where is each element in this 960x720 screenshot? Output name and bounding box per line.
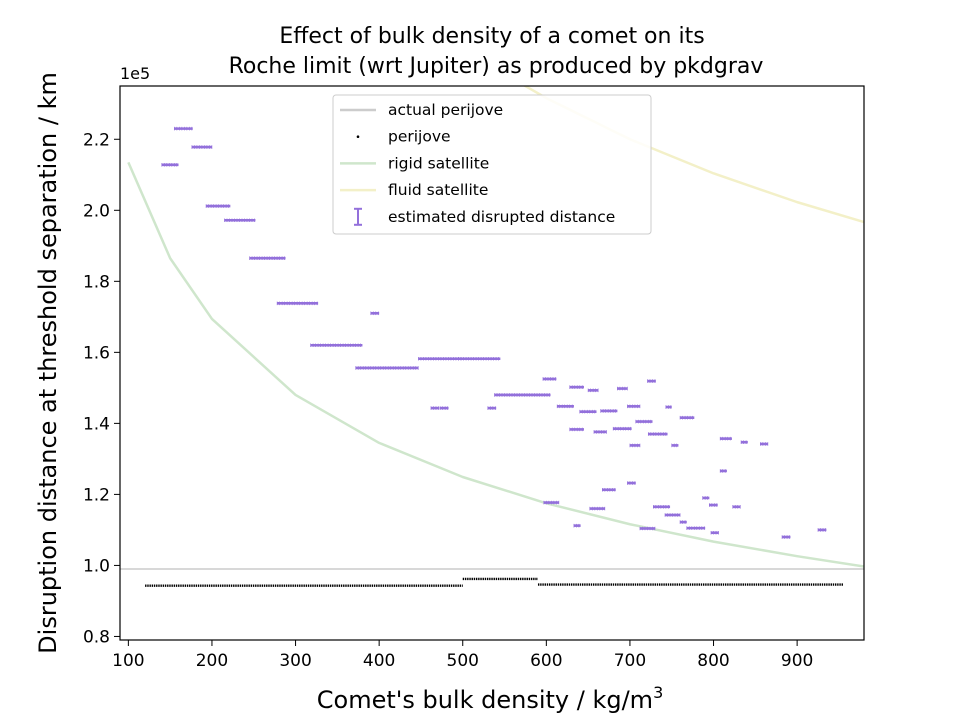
legend: actual perijove perijove rigid satellite fl… <box>332 94 652 235</box>
estimated-disrupted-distance-bar <box>439 406 449 410</box>
chart-title-line-1: Effect of bulk density of a comet on its <box>279 24 704 49</box>
estimated-disrupted-distance-bar <box>635 419 653 424</box>
x-tick-label: 600 <box>530 651 562 671</box>
estimated-disrupted-distance-bar <box>191 145 213 149</box>
x-axis-label-text: Comet's bulk density / kg/m <box>317 686 653 714</box>
estimated-disrupted-distance-bar <box>487 406 497 410</box>
estimated-disrupted-distance-bar <box>652 505 671 509</box>
estimated-disrupted-distance-bar <box>679 415 695 420</box>
x-axis-label: Comet's bulk density / kg/m3 <box>317 683 664 714</box>
estimated-disrupted-distance-bar <box>579 409 597 414</box>
estimated-disrupted-distance-bar <box>543 500 560 505</box>
estimated-disrupted-distance-bar <box>458 356 501 361</box>
chart-title-line-2: Roche limit (wrt Jupiter) as produced by… <box>229 54 764 79</box>
estimated-disrupted-distance-bar <box>612 426 632 431</box>
estimated-disrupted-distance-bar <box>664 513 681 517</box>
estimated-disrupted-distance-bar <box>702 496 710 500</box>
plot-area <box>120 86 864 587</box>
estimated-disrupted-distance-series <box>161 126 827 539</box>
x-tick-label: 700 <box>614 651 646 671</box>
perijove-series <box>145 577 844 587</box>
estimated-disrupted-distance-bar <box>418 356 463 361</box>
estimated-disrupted-distance-bar <box>617 386 628 391</box>
estimated-disrupted-distance-bar <box>639 526 656 531</box>
legend-entry: actual perijove <box>340 101 503 119</box>
estimated-disrupted-distance-bar <box>629 443 641 448</box>
estimated-disrupted-distance-bar <box>224 218 256 223</box>
y-tick-label: 1.2 <box>83 485 110 505</box>
estimated-disrupted-distance-bar <box>249 256 286 261</box>
estimated-disrupted-distance-bar <box>573 523 581 528</box>
x-tick-label: 800 <box>697 651 729 671</box>
legend-box <box>332 94 652 235</box>
estimated-disrupted-distance-bar <box>494 393 551 397</box>
estimated-disrupted-distance-bar <box>708 503 718 507</box>
estimated-disrupted-distance-bar <box>161 163 179 167</box>
x-tick-label: 900 <box>781 651 813 671</box>
estimated-disrupted-distance-bar <box>627 404 641 409</box>
estimated-disrupted-distance-bar <box>759 442 769 446</box>
estimated-disrupted-distance-bar <box>355 366 419 370</box>
y-tick-label: 1.6 <box>83 343 110 363</box>
legend-label: fluid satellite <box>388 181 488 199</box>
estimated-disrupted-distance-bar <box>370 311 380 316</box>
y-tick-label: 1.4 <box>83 414 110 434</box>
estimated-disrupted-distance-bar <box>732 505 741 509</box>
estimated-disrupted-distance-bar <box>817 528 827 532</box>
x-tick-label: 100 <box>112 651 144 671</box>
y-tick-label: 0.8 <box>83 627 110 647</box>
x-tick-label: 200 <box>196 651 228 671</box>
x-tick-label: 300 <box>279 651 311 671</box>
estimated-disrupted-distance-bar <box>556 404 574 409</box>
y-axis-label: Disruption distance at threshold separat… <box>34 72 62 654</box>
estimated-disrupted-distance-bar <box>430 406 440 410</box>
y-tick-label: 2.2 <box>83 130 110 150</box>
plot-frame <box>119 85 865 641</box>
estimated-disrupted-distance-bar <box>627 481 636 485</box>
legend-entry: rigid satellite <box>340 154 489 172</box>
estimated-disrupted-distance-bar <box>569 427 584 432</box>
estimated-disrupted-distance-bar <box>647 379 656 383</box>
legend-label: estimated disrupted distance <box>388 208 615 226</box>
estimated-disrupted-distance-bar <box>276 301 319 306</box>
x-tick-label: 400 <box>363 651 395 671</box>
estimated-disrupted-distance-bar <box>781 535 791 539</box>
estimated-disrupted-distance-bar <box>542 377 557 381</box>
estimated-disrupted-distance-bar <box>647 432 668 436</box>
y-tick-label: 1.0 <box>83 556 110 576</box>
legend-label: actual perijove <box>388 101 503 119</box>
estimated-disrupted-distance-bar <box>173 126 193 131</box>
estimated-disrupted-distance-bar <box>589 506 606 511</box>
estimated-disrupted-distance-bar <box>686 526 706 530</box>
estimated-disrupted-distance-bar <box>671 443 679 448</box>
y-offset-label: 1e5 <box>120 64 150 83</box>
y-axis-ticks: 0.8 1.0 1.2 1.4 1.6 1.8 2.0 2.2 <box>83 130 120 647</box>
estimated-disrupted-distance-bar <box>719 436 732 441</box>
estimated-disrupted-distance-bar <box>601 487 616 492</box>
x-tick-label: 500 <box>447 651 479 671</box>
estimated-disrupted-distance-bar <box>710 530 719 535</box>
legend-entry: perijove <box>356 128 451 146</box>
y-tick-label: 2.0 <box>83 201 110 221</box>
rigid-satellite-curve <box>127 161 864 568</box>
legend-dot-swatch <box>356 135 360 138</box>
estimated-disrupted-distance-bar <box>205 204 231 208</box>
estimated-disrupted-distance-bar <box>665 405 672 409</box>
estimated-disrupted-distance-bar <box>719 469 727 473</box>
estimated-disrupted-distance-bar <box>593 430 607 434</box>
estimated-disrupted-distance-bar <box>740 440 748 444</box>
estimated-disrupted-distance-bar <box>600 409 618 413</box>
estimated-disrupted-distance-bar <box>569 385 584 389</box>
y-tick-label: 1.8 <box>83 272 110 292</box>
estimated-disrupted-distance-bar <box>679 520 687 524</box>
legend-label: rigid satellite <box>388 154 489 172</box>
legend-entry: fluid satellite <box>340 181 488 199</box>
x-axis-label-superscript: 3 <box>653 683 663 702</box>
legend-entry: estimated disrupted distance <box>354 207 615 226</box>
legend-label: perijove <box>388 128 451 146</box>
estimated-disrupted-distance-bar <box>310 343 363 348</box>
estimated-disrupted-distance-bar <box>587 388 599 393</box>
x-axis-ticks: 100 200 300 400 500 600 700 800 900 <box>112 640 813 671</box>
